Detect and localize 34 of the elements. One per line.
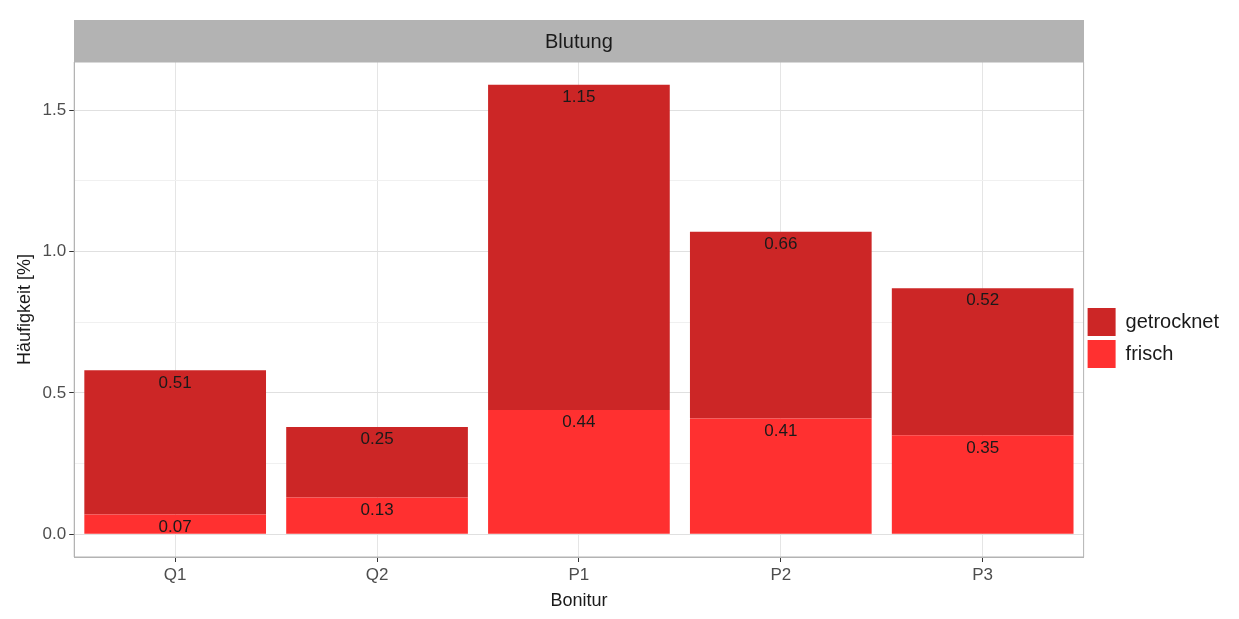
x-tick-label: Q1 <box>163 564 187 584</box>
bar <box>286 497 468 534</box>
data-label: 0.52 <box>966 290 1000 310</box>
data-label: 0.35 <box>966 437 1000 457</box>
x-axis-title: Bonitur <box>550 590 608 611</box>
data-label: 0.25 <box>360 429 394 449</box>
data-label: 0.41 <box>764 420 798 440</box>
bar <box>891 435 1074 534</box>
data-label: 0.44 <box>562 412 596 432</box>
x-tick-label: P3 <box>972 564 994 584</box>
legend-label: frisch <box>1125 341 1174 364</box>
data-label: 0.07 <box>158 516 192 536</box>
y-axis-title: Häufigkeit [%] <box>13 253 34 366</box>
data-label: 0.51 <box>158 372 192 392</box>
bar <box>84 370 267 515</box>
data-label: 1.15 <box>562 86 596 106</box>
data-label: 0.66 <box>764 233 798 253</box>
bar <box>84 514 267 534</box>
bar <box>488 409 670 534</box>
y-tick-label: 1.5 <box>42 99 67 119</box>
chart-title: Blutung <box>74 20 1084 62</box>
y-tick-label: 0.0 <box>42 524 67 544</box>
bar <box>689 418 872 534</box>
y-tick-label: 0.5 <box>42 382 67 402</box>
x-tick-label: P2 <box>770 564 792 584</box>
bar <box>689 231 872 419</box>
legend-label: getrocknet <box>1125 309 1220 332</box>
bar <box>891 288 1074 436</box>
bar <box>286 426 468 498</box>
x-tick-label: P1 <box>568 564 590 584</box>
bar <box>488 84 670 410</box>
y-tick-label: 1.0 <box>42 241 67 261</box>
x-tick-label: Q2 <box>365 564 389 584</box>
data-label: 0.13 <box>360 499 394 519</box>
